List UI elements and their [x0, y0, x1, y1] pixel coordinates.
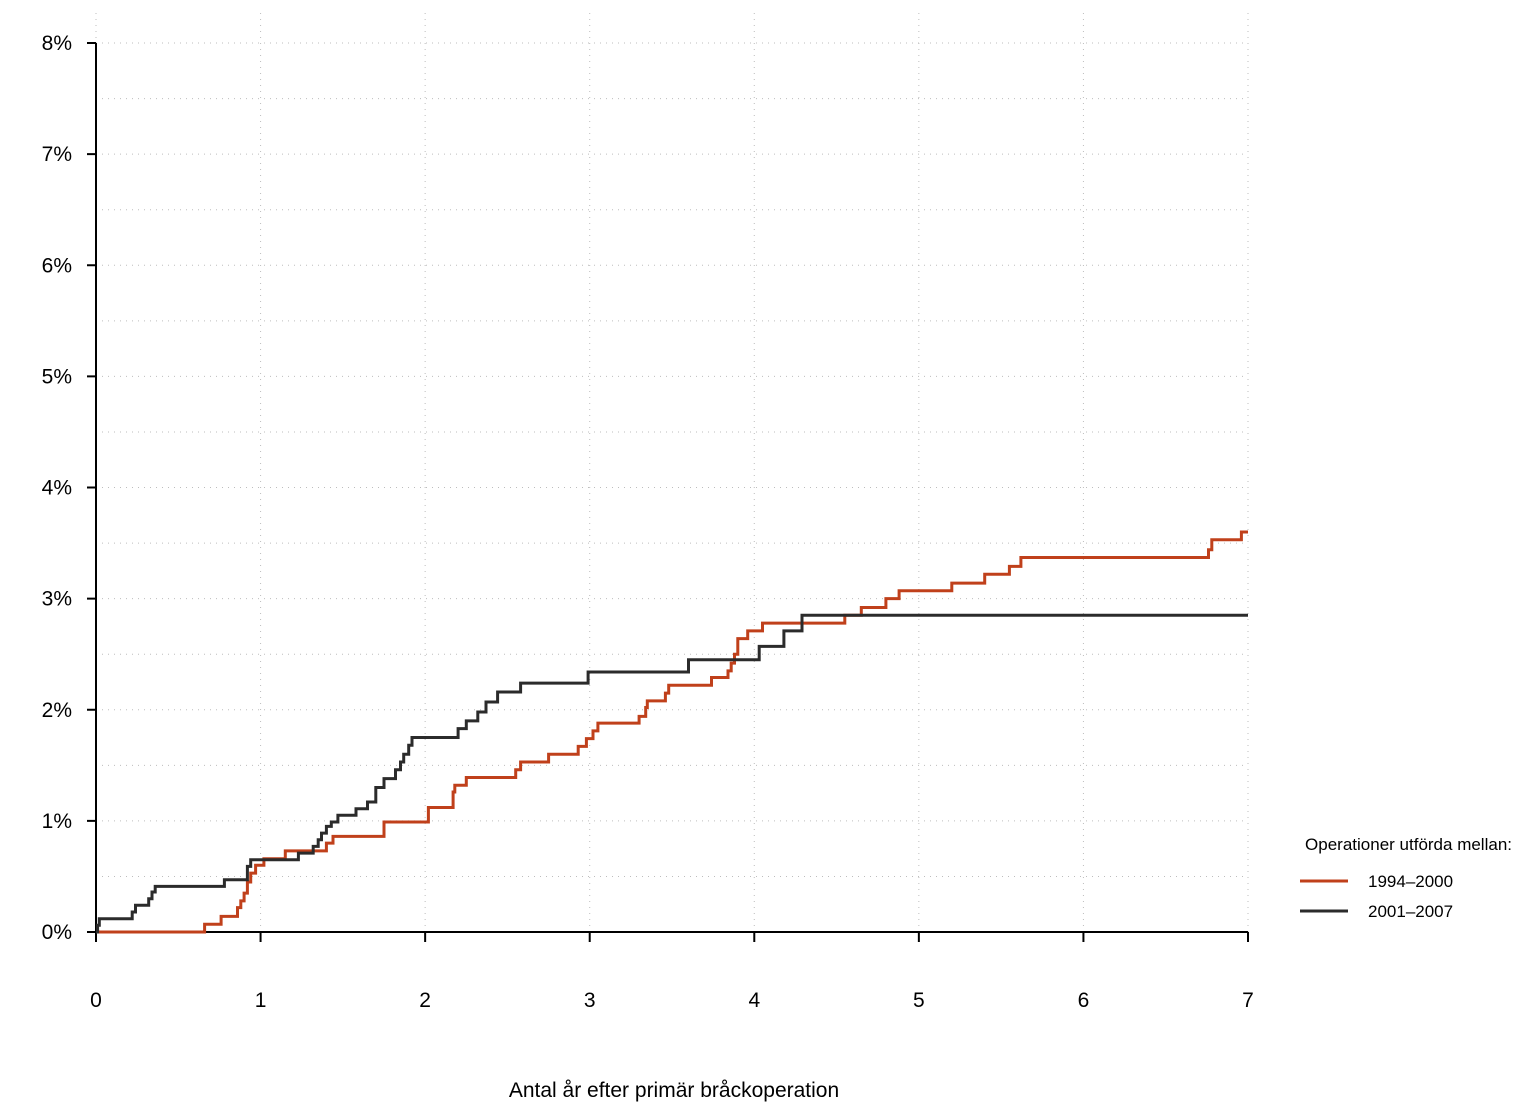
y-tick-label: 6%	[42, 254, 72, 277]
x-tick-label: 6	[1078, 989, 1090, 1012]
x-tick-label: 1	[255, 989, 267, 1012]
legend-label-1: 2001–2007	[1368, 902, 1453, 921]
x-tick-label: 0	[90, 989, 102, 1012]
legend-title: Operationer utförda mellan:	[1305, 835, 1512, 854]
grid	[95, 13, 1249, 933]
axes: 0% 1% 2% 3% 4% 5% 6% 7% 8% 0 1 2 3 4 5 6 7	[42, 32, 1254, 1012]
series-lines	[96, 530, 1248, 934]
legend: Operationer utförda mellan: 1994–2000 200…	[1300, 835, 1512, 921]
x-tick-label: 3	[584, 989, 596, 1012]
y-tick-label: 0%	[42, 921, 72, 944]
y-tick-label: 4%	[42, 477, 72, 500]
y-tick-label: 3%	[42, 588, 72, 611]
y-tick-label: 1%	[42, 810, 72, 833]
legend-label-0: 1994–2000	[1368, 872, 1453, 891]
x-axis-title: Antal år efter primär bråckoperation	[509, 1079, 839, 1102]
y-tick-label: 2%	[42, 699, 72, 722]
y-tick-label: 7%	[42, 143, 72, 166]
x-tick-label: 7	[1242, 989, 1254, 1012]
x-tick-label: 5	[913, 989, 925, 1012]
series-line-0	[96, 530, 1248, 934]
y-tick-label: 5%	[42, 365, 72, 388]
x-tick-label: 2	[419, 989, 431, 1012]
y-tick-label: 8%	[42, 32, 72, 55]
x-tick-label: 4	[748, 989, 760, 1012]
series-line-1	[96, 613, 1248, 934]
